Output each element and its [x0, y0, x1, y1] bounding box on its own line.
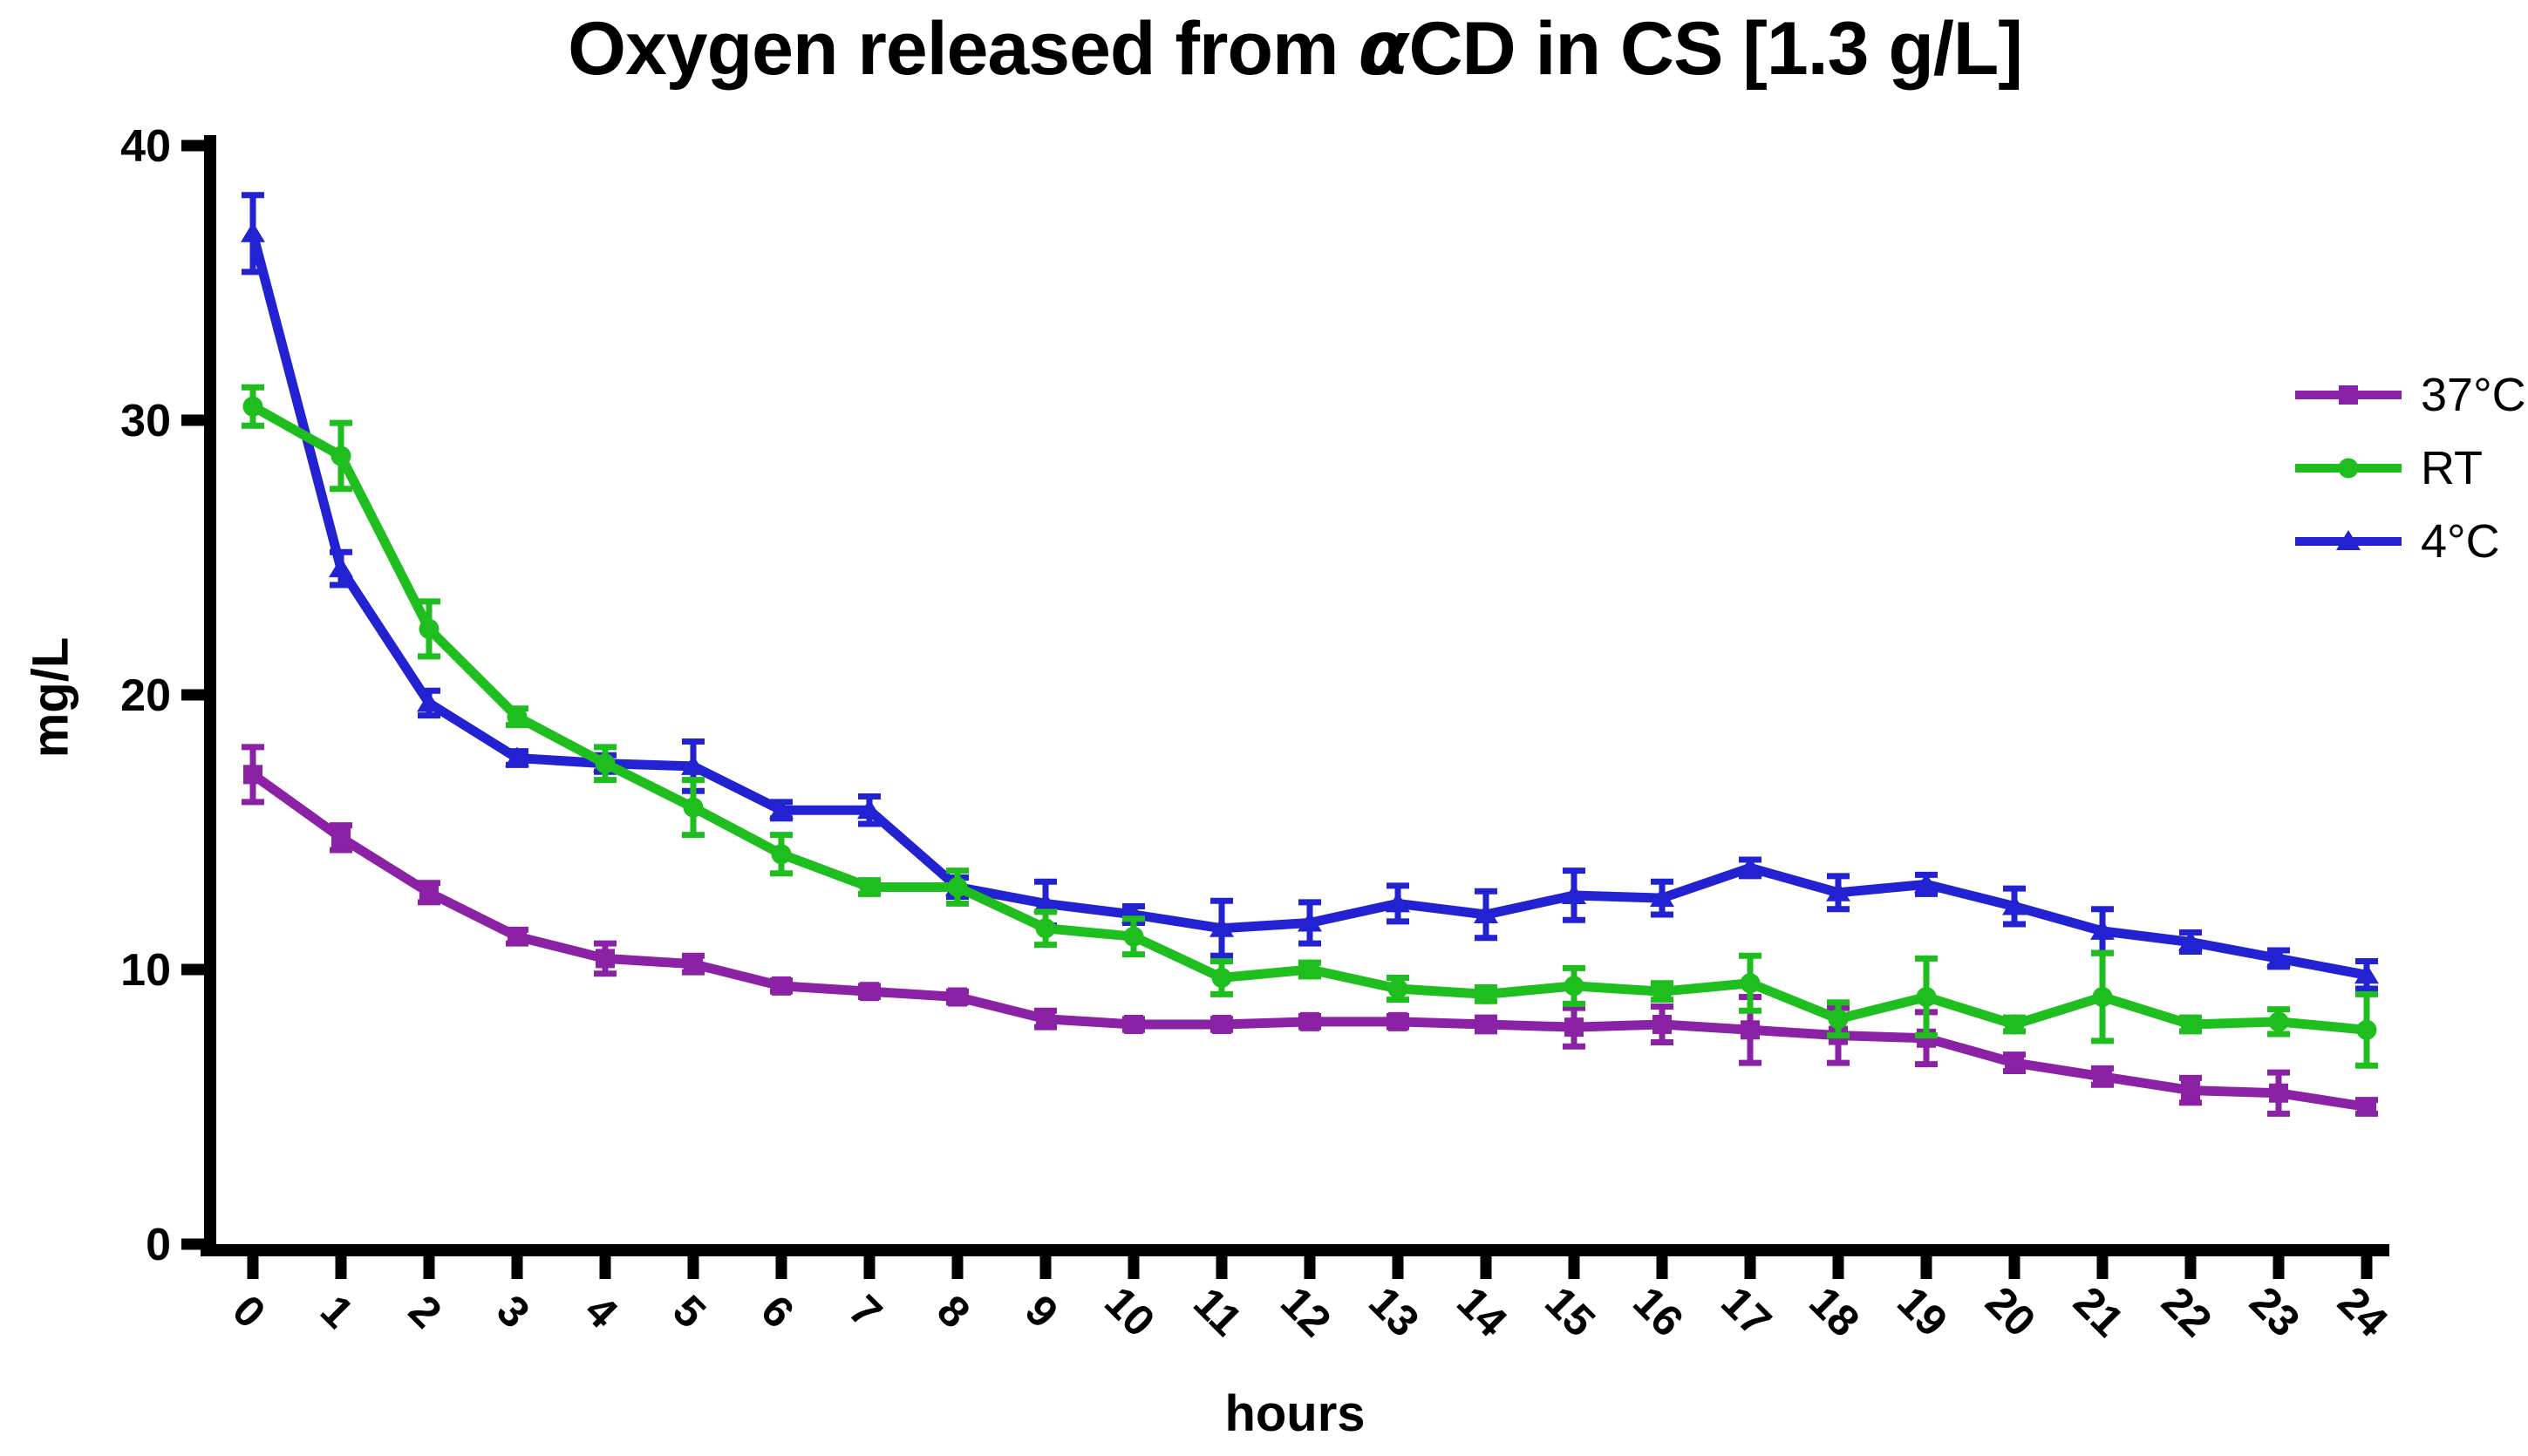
x-tick-label: 9: [1016, 1286, 1067, 1337]
legend-label-rt: RT: [2421, 442, 2484, 494]
x-tick-label: 5: [664, 1286, 715, 1337]
legend-label-4c: 4°C: [2421, 515, 2500, 568]
legend: 37°C RT 4°C: [2292, 369, 2526, 568]
x-tick: [1568, 1256, 1580, 1279]
x-tick: [1039, 1256, 1052, 1279]
y-tick: [181, 689, 204, 701]
legend-item-37c: 37°C: [2292, 369, 2526, 421]
y-tick-label: 0: [146, 1220, 171, 1270]
series-RT: [242, 384, 2378, 1069]
x-tick-label: 2: [399, 1286, 451, 1337]
series-4°C: [241, 192, 2379, 992]
x-tick-label: 21: [2064, 1277, 2133, 1346]
x-tick: [863, 1256, 876, 1279]
x-tick: [247, 1256, 259, 1279]
x-tick: [687, 1256, 699, 1279]
x-tick: [2008, 1256, 2020, 1279]
legend-item-4c: 4°C: [2292, 515, 2526, 568]
x-tick-label: 10: [1095, 1277, 1164, 1346]
x-axis-title: hours: [1224, 1385, 1366, 1442]
x-tick-label: 6: [752, 1286, 803, 1337]
legend-swatch-37c-icon: [2295, 385, 2402, 405]
x-tick-label: 20: [1976, 1277, 2045, 1346]
x-tick-label: 1: [311, 1286, 363, 1337]
x-tick-label: 13: [1359, 1277, 1428, 1346]
x-tick: [599, 1256, 611, 1279]
x-tick-label: 7: [840, 1286, 891, 1337]
legend-item-rt: RT: [2292, 442, 2526, 494]
y-axis-spine: [204, 135, 216, 1256]
x-tick-label: 3: [487, 1286, 539, 1337]
x-tick-label: 16: [1624, 1277, 1693, 1346]
x-tick-label: 17: [1712, 1277, 1781, 1346]
legend-swatch-4c-icon: [2295, 530, 2402, 550]
x-tick-label: 23: [2240, 1277, 2309, 1346]
x-tick: [2272, 1256, 2285, 1279]
x-tick: [1832, 1256, 1844, 1279]
x-tick-label: 12: [1271, 1277, 1340, 1346]
x-tick: [951, 1256, 964, 1279]
x-tick: [423, 1256, 435, 1279]
y-tick-label: 20: [120, 670, 171, 721]
x-tick: [2184, 1256, 2197, 1279]
x-tick-label: 0: [223, 1286, 275, 1337]
y-tick-label: 10: [120, 945, 171, 996]
x-tick: [2096, 1256, 2109, 1279]
x-axis-spine: [201, 1244, 2389, 1256]
x-tick-label: 15: [1536, 1277, 1605, 1346]
series-37°C: [242, 744, 2378, 1117]
chart-title: Oxygen released from αCD in CS [1.3 g/L]: [568, 5, 2023, 92]
chart-title-prefix: Oxygen released from: [568, 7, 1359, 91]
x-tick-label: 24: [2328, 1277, 2397, 1346]
x-tick-label: 19: [1888, 1277, 1957, 1346]
chart-title-alpha: α: [1358, 5, 1409, 92]
x-tick: [1392, 1256, 1404, 1279]
x-tick-label: 22: [2152, 1277, 2221, 1346]
x-tick-label: 11: [1184, 1278, 1251, 1345]
x-tick-label: 4: [576, 1286, 627, 1337]
x-tick: [511, 1256, 523, 1279]
x-tick: [1480, 1256, 1492, 1279]
x-tick: [2361, 1256, 2373, 1279]
y-tick-label: 30: [120, 396, 171, 446]
x-tick: [1744, 1256, 1756, 1279]
x-tick: [775, 1256, 787, 1279]
x-tick: [335, 1256, 347, 1279]
y-tick: [181, 1238, 204, 1250]
x-tick: [1656, 1256, 1668, 1279]
x-tick-label: 8: [928, 1286, 979, 1337]
y-tick-label: 40: [120, 121, 171, 172]
x-tick-label: 18: [1800, 1277, 1869, 1346]
y-tick: [181, 139, 204, 152]
x-tick: [1304, 1256, 1316, 1279]
y-tick: [181, 414, 204, 426]
x-tick: [1920, 1256, 1932, 1279]
chart-title-suffix: CD in CS [1.3 g/L]: [1408, 7, 2022, 91]
x-tick: [1128, 1256, 1140, 1279]
x-tick: [1216, 1256, 1228, 1279]
y-tick: [181, 963, 204, 976]
legend-swatch-rt-icon: [2295, 458, 2402, 479]
x-tick-label: 14: [1448, 1277, 1516, 1346]
legend-label-37c: 37°C: [2421, 369, 2526, 421]
